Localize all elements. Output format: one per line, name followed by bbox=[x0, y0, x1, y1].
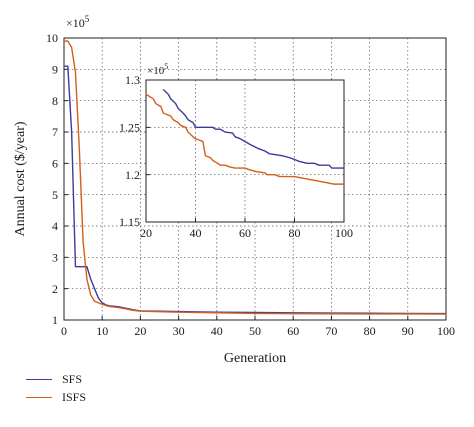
main-y-tick-label: 4 bbox=[52, 219, 58, 233]
main-x-tick-label: 0 bbox=[61, 324, 67, 338]
main-y-tick-label: 10 bbox=[46, 31, 58, 45]
legend-item-sfs: SFS bbox=[26, 370, 86, 388]
main-y-tick-label: 3 bbox=[52, 251, 58, 265]
main-x-tick-label: 70 bbox=[325, 324, 337, 338]
inset-x-tick-label: 80 bbox=[289, 226, 301, 240]
inset-plot-area bbox=[145, 79, 345, 223]
inset-series-line-sfs bbox=[162, 88, 344, 169]
legend-label-sfs: SFS bbox=[62, 371, 83, 386]
main-y-tick-label: 8 bbox=[52, 94, 58, 108]
main-x-tick-label: 10 bbox=[96, 324, 108, 338]
inset-y-tick-label: 1.2 bbox=[125, 168, 140, 182]
legend-swatch-isfs bbox=[26, 396, 52, 398]
legend: SFS ISFS bbox=[26, 370, 86, 406]
main-series-lines bbox=[64, 40, 447, 315]
main-tick-labels: 0 10 20 30 40 50 60 70 80 90 100 1 2 3 4 5 6 7 8 9 10 bbox=[46, 31, 455, 338]
inset-grid bbox=[145, 79, 345, 223]
main-y-tick-label: 5 bbox=[52, 188, 58, 202]
inset-x-tick-label: 100 bbox=[335, 226, 353, 240]
main-y-tick-label: 7 bbox=[52, 125, 58, 139]
inset-x-tick-label: 20 bbox=[140, 226, 152, 240]
main-x-tick-label: 40 bbox=[211, 324, 223, 338]
legend-swatch-sfs bbox=[26, 378, 52, 380]
main-x-axis-label: Generation bbox=[224, 351, 286, 366]
inset-x-tick-label: 40 bbox=[190, 226, 202, 240]
main-x-tick-label: 20 bbox=[134, 324, 146, 338]
inset-series-lines bbox=[145, 88, 344, 185]
inset-chart: 20 40 60 80 100 1.15 1.2 1.25 1.3 ×105 bbox=[119, 62, 353, 240]
main-y-axis-label: Annual cost ($/year) bbox=[13, 121, 28, 236]
main-y-tick-label: 9 bbox=[52, 63, 58, 77]
inset-y-tick-label: 1.3 bbox=[125, 73, 140, 87]
inset-x-tick-label: 60 bbox=[239, 226, 251, 240]
main-x-tick-label: 60 bbox=[287, 324, 299, 338]
main-x-tick-label: 80 bbox=[364, 324, 376, 338]
main-y-tick-label: 1 bbox=[52, 313, 58, 327]
main-series-line-isfs bbox=[64, 40, 447, 315]
main-y-tick-label: 6 bbox=[52, 157, 58, 171]
main-x-tick-label: 50 bbox=[249, 324, 261, 338]
main-x-tick-label: 100 bbox=[437, 324, 455, 338]
legend-item-isfs: ISFS bbox=[26, 388, 86, 406]
main-x-tick-label: 90 bbox=[402, 324, 414, 338]
main-y-tick-label: 2 bbox=[52, 282, 58, 296]
inset-y-multiplier: ×105 bbox=[147, 62, 168, 77]
inset-tick-labels: 20 40 60 80 100 1.15 1.2 1.25 1.3 bbox=[119, 73, 353, 240]
inset-y-tick-label: 1.25 bbox=[119, 121, 140, 135]
main-y-multiplier: ×105 bbox=[66, 14, 90, 30]
inset-y-tick-label: 1.15 bbox=[119, 215, 140, 229]
legend-label-isfs: ISFS bbox=[62, 389, 87, 404]
inset-series-line-isfs bbox=[145, 93, 344, 185]
main-series-line-sfs bbox=[64, 65, 447, 315]
main-x-tick-label: 30 bbox=[173, 324, 185, 338]
